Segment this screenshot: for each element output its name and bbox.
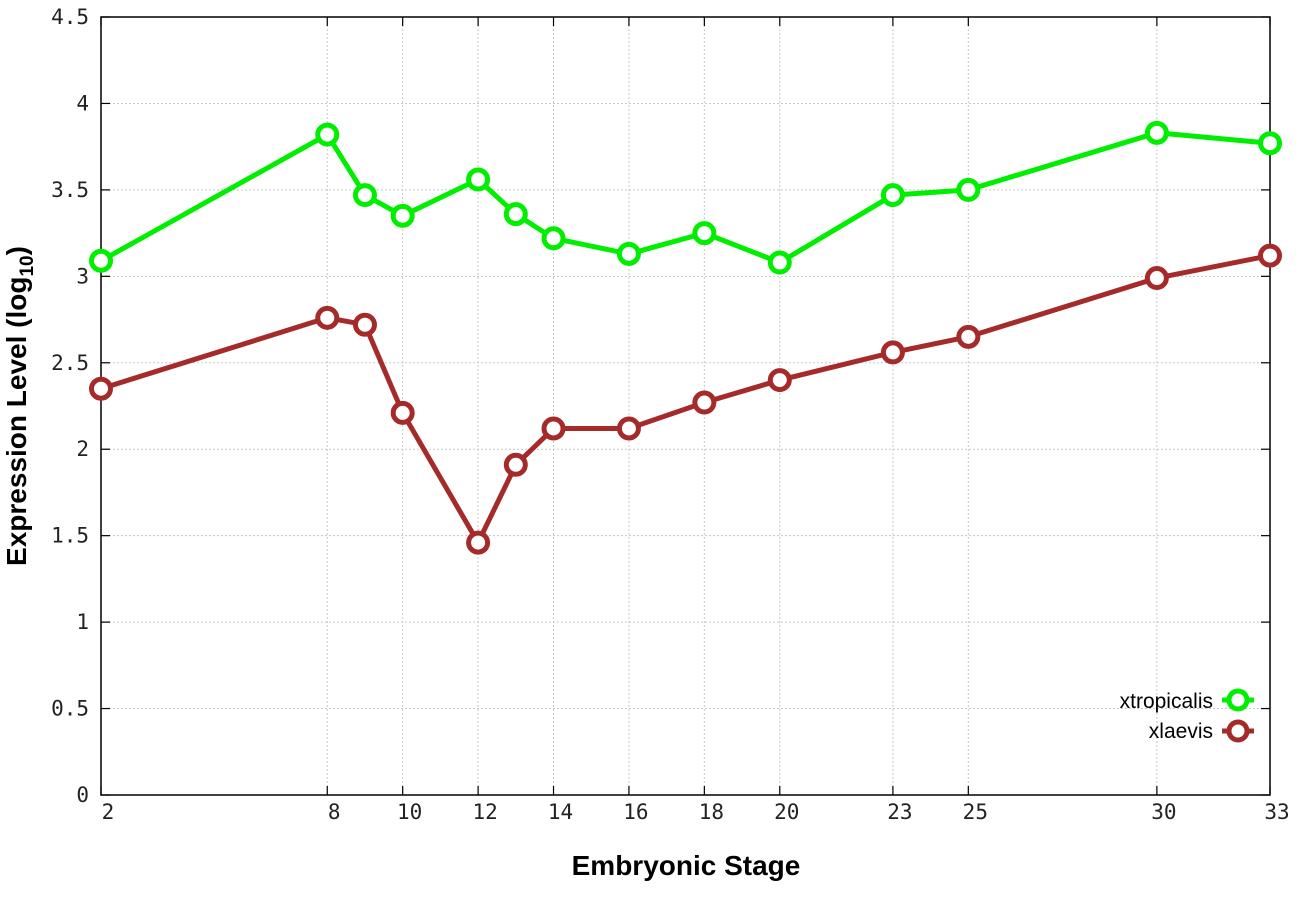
x-tick-label: 2 [102, 800, 115, 824]
series-line-xtropicalis [99, 130, 1271, 265]
data-point-xlaevis [1258, 243, 1282, 268]
y-axis-title: Expression Level (log10) [1, 246, 38, 566]
x-tick-label: 30 [1151, 800, 1176, 824]
data-point-xlaevis [692, 390, 717, 415]
data-point-xlaevis [89, 376, 113, 401]
x-tick-label: 10 [397, 800, 422, 824]
y-tick-label: 4.5 [51, 5, 89, 29]
data-point-xlaevis [390, 400, 415, 425]
x-tick-label: 8 [328, 800, 341, 824]
y-tick-label: 2 [76, 437, 89, 461]
x-tick-label: 25 [963, 800, 988, 824]
data-point-xtropicalis [880, 183, 905, 208]
x-tick-label: 14 [548, 800, 573, 824]
data-point-xtropicalis [315, 122, 340, 147]
data-point-xtropicalis [956, 177, 981, 202]
data-point-xtropicalis [541, 226, 566, 251]
data-point-xlaevis [880, 340, 905, 365]
data-point-xlaevis [352, 312, 377, 337]
x-tick-labels: 2 8 10 12 14 16 18 20 23 25 30 33 [102, 800, 1290, 824]
data-point-xlaevis [315, 305, 340, 330]
y-tick-label: 3.5 [51, 178, 89, 202]
series-line-xlaevis [100, 253, 1271, 546]
x-tick-label: 16 [623, 800, 648, 824]
plot-border [100, 16, 1271, 796]
x-axis-title: Embryonic Stage [572, 850, 801, 881]
data-point-xtropicalis [692, 221, 717, 246]
data-point-xtropicalis [616, 241, 641, 266]
data-point-xtropicalis [1258, 131, 1282, 156]
data-point-xtropicalis [352, 183, 377, 208]
data-point-xlaevis [541, 416, 566, 441]
x-tick-label: 23 [887, 800, 912, 824]
legend-marker-xtropicalis [1226, 688, 1250, 712]
legend-marker-xlaevis [1226, 719, 1250, 743]
y-axis-title-main: Expression Level (log [1, 277, 32, 566]
y-tick-label: 0 [76, 783, 89, 807]
data-point-xtropicalis [466, 167, 491, 192]
x-tick-label: 33 [1264, 800, 1289, 824]
x-tick-label: 18 [699, 800, 724, 824]
data-point-xlaevis [466, 530, 491, 555]
legend: xtropicalis xlaevis [1120, 688, 1254, 743]
data-point-xlaevis [767, 368, 792, 393]
y-tick-label: 2.5 [51, 351, 89, 375]
series-layer [89, 120, 1282, 555]
data-point-xtropicalis [503, 202, 528, 227]
x-tick-label: 20 [774, 800, 799, 824]
y-tick-labels: 0 0.5 1 1.5 2 2.5 3 3.5 4 4.5 [51, 5, 89, 807]
y-tick-label: 4 [76, 91, 89, 115]
x-tick-label: 12 [472, 800, 497, 824]
y-axis-title-subscript: 10 [17, 255, 38, 276]
data-point-xtropicalis [1144, 120, 1169, 145]
data-point-xtropicalis [390, 203, 415, 228]
y-axis-title-close: ) [1, 246, 32, 255]
y-tick-label: 0.5 [51, 697, 89, 721]
y-tick-label: 3 [76, 264, 89, 288]
axis-ticks [100, 16, 1271, 796]
data-point-xlaevis [616, 416, 641, 441]
data-point-xtropicalis [89, 248, 113, 273]
y-tick-label: 1.5 [51, 524, 89, 548]
grid-lines [101, 17, 1270, 795]
legend-label-xtropicalis: xtropicalis [1120, 690, 1213, 713]
data-point-xtropicalis [767, 250, 792, 275]
data-point-xlaevis [1144, 266, 1169, 291]
data-point-xlaevis [956, 324, 981, 349]
legend-label-xlaevis: xlaevis [1149, 720, 1213, 743]
data-point-xlaevis [503, 452, 528, 477]
y-tick-label: 1 [76, 610, 89, 634]
